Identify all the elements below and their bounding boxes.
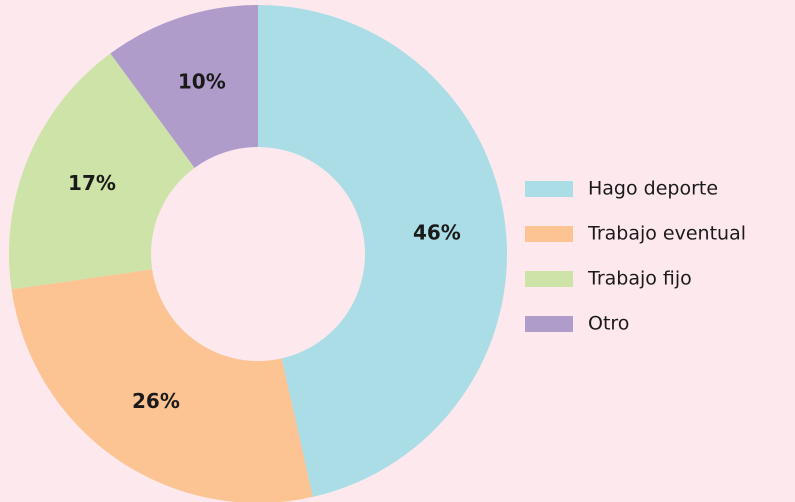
- legend-swatch: [525, 181, 573, 197]
- value-label: 17%: [68, 171, 116, 195]
- value-label: 10%: [178, 69, 226, 93]
- legend-label: Trabajo eventual: [587, 223, 746, 245]
- legend-label: Hago deporte: [588, 178, 718, 200]
- value-label: 26%: [132, 389, 180, 413]
- donut-slice: [258, 5, 507, 497]
- donut-slice: [8, 53, 195, 290]
- donut-slice: [11, 269, 313, 502]
- value-label: 46%: [413, 221, 461, 245]
- legend-swatch: [525, 226, 573, 242]
- legend-swatch: [525, 316, 573, 332]
- legend-swatch: [525, 271, 573, 287]
- legend-label: Trabajo fijo: [587, 268, 692, 290]
- legend-label: Otro: [588, 313, 629, 335]
- donut-slice: [110, 5, 258, 168]
